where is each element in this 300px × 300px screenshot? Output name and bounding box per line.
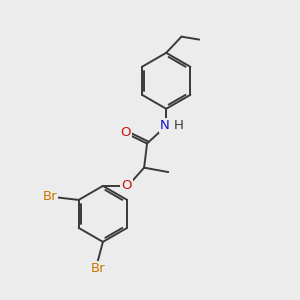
Text: N: N: [160, 119, 169, 132]
Text: H: H: [174, 119, 184, 132]
Text: O: O: [121, 126, 131, 139]
Text: O: O: [121, 178, 132, 191]
Text: Br: Br: [43, 190, 57, 203]
Text: Br: Br: [90, 262, 105, 275]
